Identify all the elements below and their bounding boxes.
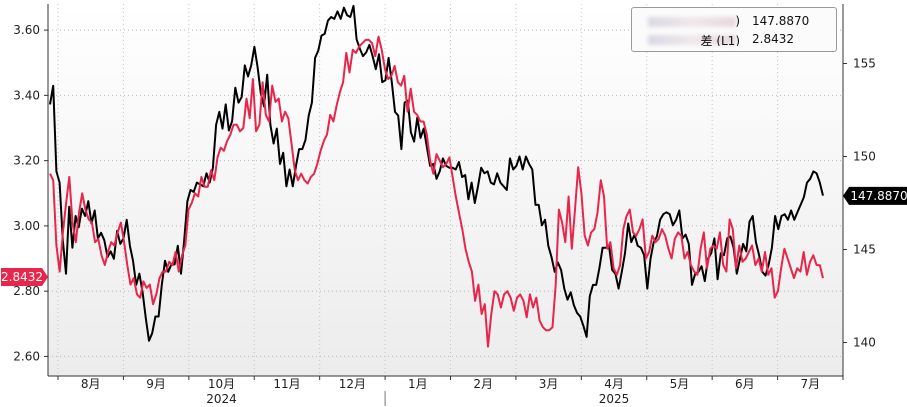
plot-background: [48, 4, 843, 376]
right-tick-label: 155: [853, 57, 876, 71]
legend-name-redacted: [648, 35, 736, 45]
legend-item-red: 差 (L1) 2.8432: [640, 32, 830, 48]
last-value-label-black: 147.8870: [850, 189, 907, 203]
last-value-label-red: 2.8432: [1, 270, 43, 284]
last-value-tag-red: [1, 268, 48, 287]
grid: [48, 4, 843, 376]
x-tick-label: 12月: [339, 377, 366, 391]
x-tick-label: 7月: [800, 377, 820, 391]
legend-value: 147.8870: [752, 14, 810, 28]
x-tick-label: 9月: [146, 377, 166, 391]
legend-value: 2.8432: [752, 32, 794, 46]
year-labels: 2024 2025: [206, 391, 629, 406]
series-line-red: [49, 35, 824, 348]
x-axis-ticks: 8月 9月 10月 11月 12月 1月 2月 3月 4月 5月 6月 7月: [57, 376, 844, 391]
right-tick-label: 150: [853, 150, 876, 164]
series-line-black: [49, 4, 824, 342]
right-tick-label: 145: [853, 243, 876, 257]
x-tick-label: 10月: [208, 377, 235, 391]
x-tick-label: 1月: [408, 377, 428, 391]
left-tick-label: 2.60: [13, 349, 40, 363]
legend: ) 147.8870 差 (L1) 2.8432: [631, 7, 837, 52]
x-tick-label: 8月: [81, 377, 101, 391]
left-tick-label: 3.40: [13, 88, 40, 102]
last-value-markers: 147.8870 2.8432: [1, 186, 907, 287]
x-tick-label: 6月: [735, 377, 755, 391]
legend-name: 差 (L1): [700, 34, 741, 46]
left-tick-label: 2.80: [13, 284, 40, 298]
x-tick-label: 2月: [473, 377, 493, 391]
right-tick-label: 140: [853, 336, 876, 350]
legend-item-black: ) 147.8870: [640, 14, 830, 30]
left-axis-ticks: 3.60 3.40 3.20 3.00 2.80 2.60: [13, 23, 48, 363]
x-tick-label: 5月: [670, 377, 690, 391]
x-tick-label: 11月: [273, 377, 300, 391]
left-tick-label: 3.20: [13, 154, 40, 168]
series-lines: [49, 4, 824, 348]
left-tick-label: 3.00: [13, 219, 40, 233]
x-tick-label: 4月: [604, 377, 624, 391]
x-tick-label: 3月: [539, 377, 559, 391]
legend-name: ): [735, 14, 740, 28]
legend-name-redacted: [648, 17, 736, 27]
last-value-tag-black: [843, 186, 907, 205]
year-label: 2025: [599, 392, 630, 406]
left-tick-label: 3.60: [13, 23, 40, 37]
year-label: 2024: [206, 392, 237, 406]
right-axis-ticks: 155 150 145 140: [843, 57, 876, 350]
